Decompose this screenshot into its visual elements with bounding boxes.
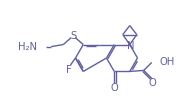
Text: S: S (70, 31, 76, 41)
Text: N: N (127, 41, 135, 51)
Text: O: O (149, 78, 157, 88)
Text: O: O (110, 83, 118, 93)
Text: F: F (66, 65, 71, 75)
Text: H₂N: H₂N (18, 42, 37, 52)
Text: OH: OH (160, 57, 175, 67)
